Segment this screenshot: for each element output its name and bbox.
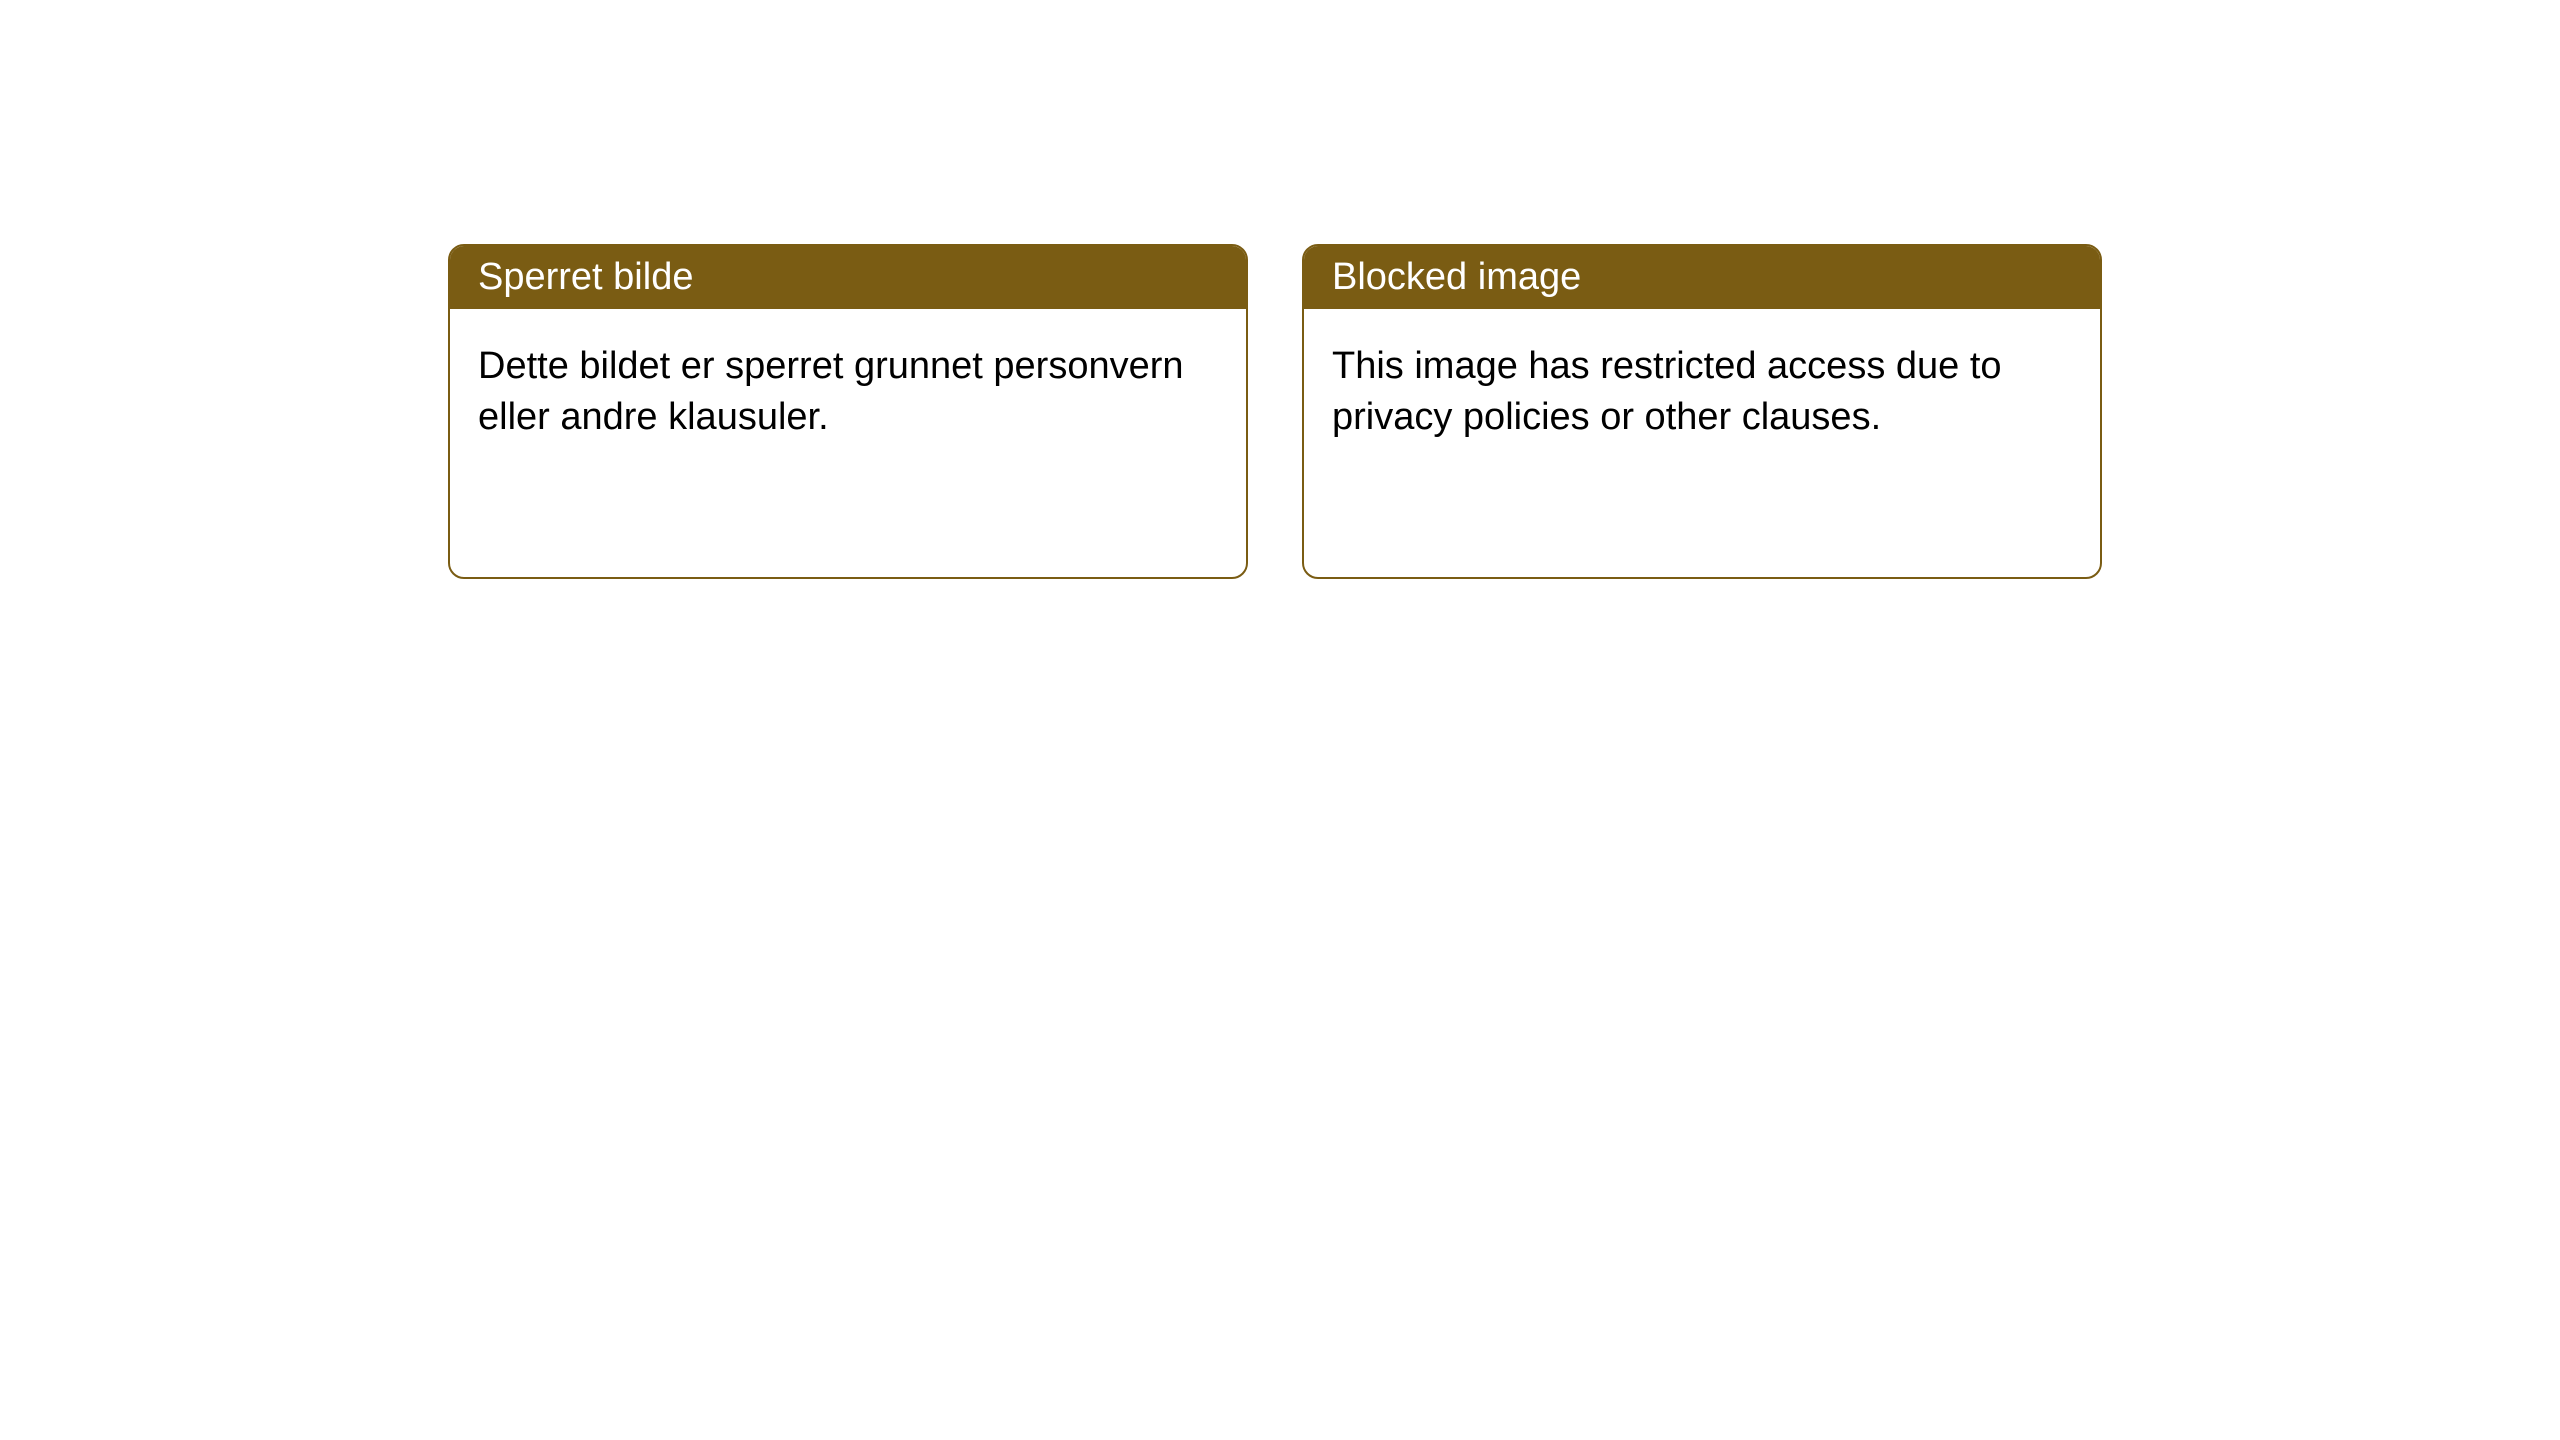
card-header-english: Blocked image (1304, 246, 2100, 309)
card-title-norwegian: Sperret bilde (478, 256, 693, 298)
card-text-english: This image has restricted access due to … (1332, 345, 2002, 438)
card-body-norwegian: Dette bildet er sperret grunnet personve… (450, 309, 1246, 476)
card-title-english: Blocked image (1332, 256, 1581, 298)
notice-card-english: Blocked image This image has restricted … (1302, 244, 2102, 579)
notice-cards-container: Sperret bilde Dette bildet er sperret gr… (448, 244, 2560, 579)
card-header-norwegian: Sperret bilde (450, 246, 1246, 309)
card-body-english: This image has restricted access due to … (1304, 309, 2100, 476)
notice-card-norwegian: Sperret bilde Dette bildet er sperret gr… (448, 244, 1248, 579)
card-text-norwegian: Dette bildet er sperret grunnet personve… (478, 345, 1184, 438)
